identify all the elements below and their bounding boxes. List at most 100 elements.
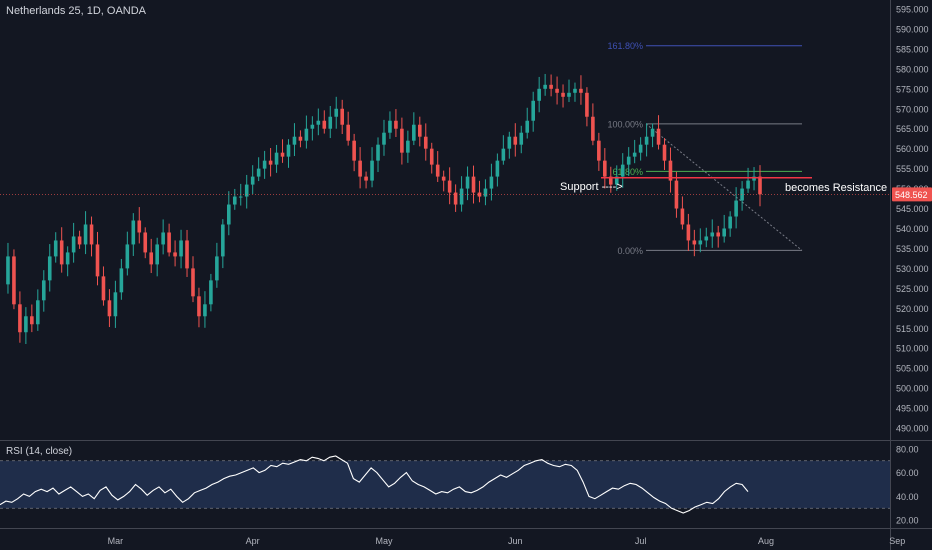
candle-body <box>53 240 58 257</box>
rsi-tick-label: 80.00 <box>896 444 919 454</box>
candle-body <box>549 84 553 89</box>
candle-body <box>406 140 410 153</box>
candle-body <box>221 224 225 257</box>
candle-body <box>262 160 267 169</box>
rsi-tick-label: 40.00 <box>896 492 919 502</box>
candle-body <box>441 176 446 181</box>
candle-body <box>83 224 88 245</box>
candle-body <box>722 228 726 237</box>
candle-body <box>274 152 279 165</box>
candle-body <box>107 300 112 317</box>
last-price-label: 548.562 <box>895 190 928 200</box>
candle-body <box>59 240 64 265</box>
last-price-badge <box>892 187 932 202</box>
candle-body <box>149 252 154 265</box>
candle-body <box>316 120 321 125</box>
candle-body <box>143 232 148 253</box>
candle-body <box>495 160 500 177</box>
candle-body <box>614 176 619 185</box>
price-tick-label: 510.000 <box>896 344 929 354</box>
candle-body <box>686 224 691 241</box>
candle-body <box>734 200 738 217</box>
fib-level-label: 61.80% <box>612 167 643 177</box>
time-tick-label: Mar <box>108 536 124 546</box>
rsi-tick-label: 60.00 <box>896 468 919 478</box>
candle-body <box>382 132 386 145</box>
candle-body <box>453 192 458 205</box>
fib-trend-line[interactable] <box>645 123 803 251</box>
candle-body <box>668 160 673 181</box>
candle-body <box>429 148 434 165</box>
candle-body <box>728 216 732 229</box>
candle-body <box>710 232 715 237</box>
candle-body <box>113 292 118 317</box>
candle-body <box>322 120 327 129</box>
candle-body <box>30 316 34 325</box>
fibonacci-retracement[interactable]: 161.80% 100.00% 61.80% 0.00% <box>607 41 803 256</box>
annotations[interactable]: Support ----> becomes Resistance <box>560 177 887 194</box>
candle-body <box>185 240 189 269</box>
candle-body <box>215 256 219 281</box>
candle-body <box>561 92 565 97</box>
fib-level-label: 100.00% <box>607 119 643 129</box>
candle-body <box>465 176 470 189</box>
candle-body <box>531 100 535 121</box>
support-annotation[interactable]: Support ----> <box>560 181 623 193</box>
candle-body <box>286 144 291 157</box>
candle-body <box>131 220 136 245</box>
candle-body <box>352 140 356 161</box>
candle-body <box>573 88 577 93</box>
price-tick-label: 570.000 <box>896 104 929 114</box>
candle-body <box>597 140 601 161</box>
candle-body <box>340 108 345 125</box>
candle-body <box>71 236 76 253</box>
price-tick-label: 530.000 <box>896 264 929 274</box>
candle-body <box>537 88 541 101</box>
candle-body <box>483 188 488 197</box>
price-tick-label: 525.000 <box>896 284 929 294</box>
candle-body <box>585 92 589 117</box>
price-tick-label: 560.000 <box>896 144 929 154</box>
candle-body <box>752 176 756 181</box>
price-tick-label: 515.000 <box>896 324 929 334</box>
candle-body <box>125 244 130 269</box>
candle-body <box>358 160 362 177</box>
candle-body <box>161 232 165 245</box>
candle-body <box>191 268 195 297</box>
rsi-title[interactable]: RSI (14, close) <box>6 446 73 457</box>
candle-body <box>603 160 607 177</box>
candle-body <box>632 152 637 157</box>
candle-body <box>525 120 530 133</box>
candle-body <box>579 88 583 93</box>
rsi-indicator: 80.00 60.00 40.00 20.00 <box>0 444 919 526</box>
symbol-title[interactable]: Netherlands 25, 1D, OANDA <box>6 5 147 17</box>
candle-body <box>209 280 213 305</box>
resistance-annotation[interactable]: becomes Resistance <box>785 182 887 194</box>
rsi-line <box>0 455 749 514</box>
candle-body <box>12 256 16 305</box>
time-axis[interactable]: MarAprMayJunJulAugSepOctNov <box>108 536 932 546</box>
price-tick-label: 540.000 <box>896 224 929 234</box>
candle-body <box>477 192 482 197</box>
candle-body <box>292 136 297 145</box>
candle-body <box>435 164 440 177</box>
candle-body <box>638 144 643 153</box>
price-tick-label: 505.000 <box>896 364 929 374</box>
candle-body <box>298 136 303 141</box>
candle-body <box>119 268 124 293</box>
candle-body <box>36 300 40 325</box>
candle-body <box>501 148 506 161</box>
candle-body <box>400 128 404 153</box>
candle-body <box>250 176 255 185</box>
candle-body <box>555 88 559 93</box>
price-axis[interactable]: 595.000 590.000 585.000 580.000 575.000 570.0… <box>896 4 929 433</box>
candle-body <box>704 236 709 241</box>
candle-body <box>567 92 571 97</box>
price-tick-label: 555.000 <box>896 164 929 174</box>
price-tick-label: 490.000 <box>896 424 929 434</box>
candle-body <box>394 120 398 129</box>
price-tick-label: 520.000 <box>896 304 929 314</box>
candle-body <box>197 296 201 317</box>
